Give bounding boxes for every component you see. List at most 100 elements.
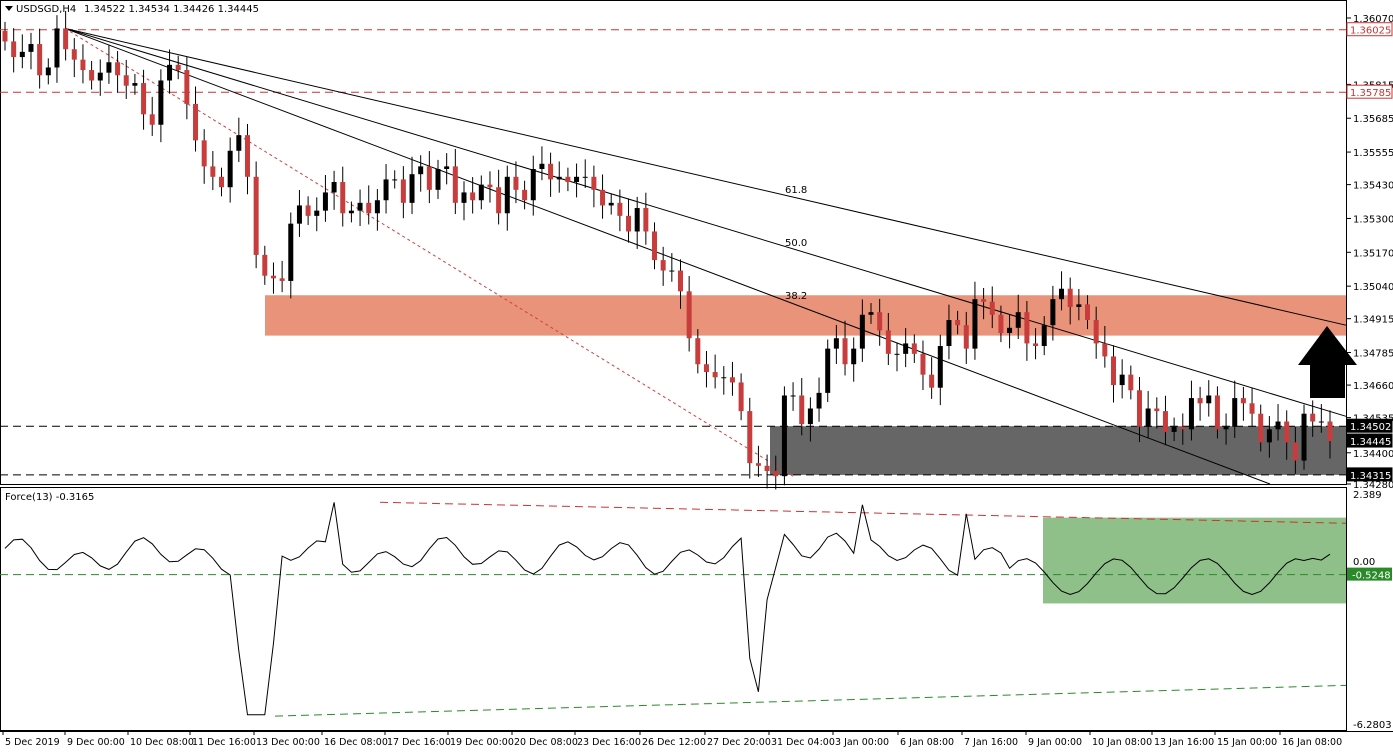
- resistance-zone: [265, 295, 1346, 336]
- time-tick-label: 11 Dec 16:00: [192, 737, 256, 748]
- force-line: [4, 502, 1331, 716]
- candle-body: [123, 75, 129, 86]
- level-tag-bg: [1346, 467, 1393, 482]
- candle-body: [807, 408, 813, 425]
- candle-body: [1085, 304, 1091, 320]
- candle-body: [97, 72, 103, 81]
- candle-body: [288, 223, 294, 281]
- candle-body: [478, 184, 484, 201]
- candle-body: [1162, 411, 1168, 432]
- time-tick-label: 27 Dec 20:00: [707, 737, 771, 748]
- candle-body: [1266, 429, 1272, 443]
- candle-body: [1258, 413, 1264, 443]
- symbol-label: USDSGD,H4: [16, 4, 76, 15]
- fib-label-50: 50.0: [785, 238, 807, 249]
- candle-body: [677, 270, 683, 292]
- candle-body: [357, 202, 363, 211]
- candle-body: [1119, 374, 1125, 386]
- candle-body: [842, 338, 848, 365]
- candle-body: [868, 312, 874, 315]
- candle-body: [1240, 398, 1246, 404]
- candle-body: [738, 382, 744, 412]
- candle-body: [946, 319, 952, 347]
- candle-body: [1041, 325, 1047, 347]
- candle-body: [1180, 426, 1186, 430]
- candle-body: [340, 182, 346, 214]
- candle-body: [608, 202, 614, 206]
- candle-body: [167, 64, 173, 81]
- candle-body: [574, 176, 580, 183]
- candle-body: [28, 44, 34, 52]
- chart-header: USDSGD,H4 1.34522 1.34534 1.34426 1.3444…: [5, 4, 259, 15]
- candle-body: [548, 163, 554, 180]
- candle-body: [1007, 327, 1013, 334]
- time-tick-label: 13 Dec 00:00: [256, 737, 320, 748]
- candle-body: [71, 49, 77, 60]
- candle-body: [929, 374, 935, 388]
- candle-body: [227, 150, 233, 188]
- time-tick-label: 20 Dec 08:00: [514, 737, 578, 748]
- candle-body: [1214, 395, 1220, 430]
- ohlc-label: 1.34522 1.34534 1.34426 1.34445: [84, 4, 259, 15]
- candle-body: [244, 135, 250, 177]
- candle-body: [322, 192, 328, 211]
- level-tag-bg: [1346, 22, 1393, 37]
- level-tag-label: 1.34445: [1350, 437, 1391, 448]
- candle-body: [1110, 356, 1116, 386]
- annotations-layer: 61.8 50.0 38.2: [785, 185, 1357, 398]
- candle-body: [314, 210, 320, 216]
- candle-body: [1327, 421, 1333, 442]
- candle-body: [989, 301, 995, 315]
- candle-body: [1015, 312, 1021, 328]
- candle-body: [1275, 421, 1281, 430]
- candle-body: [634, 208, 640, 232]
- candle-body: [1024, 312, 1030, 344]
- candle-body: [461, 192, 467, 203]
- candle-body: [877, 312, 883, 331]
- force-support-line: [274, 684, 1347, 717]
- candle-body: [643, 208, 649, 232]
- candle-body: [617, 202, 623, 216]
- candle-body: [695, 338, 701, 365]
- candle-body: [106, 62, 112, 73]
- candle-body: [565, 176, 571, 183]
- time-tick-label: 6 Jan 08:00: [900, 737, 954, 748]
- price-tick-label: 1.35040: [1353, 282, 1393, 293]
- time-tick-label: 16 Jan 08:00: [1282, 737, 1342, 748]
- candle-body: [504, 176, 510, 214]
- price-axis: 1.360701.358151.356851.355551.354301.353…: [1346, 14, 1393, 491]
- candles-layer: [2, 10, 1333, 490]
- candle-body: [296, 205, 302, 224]
- candle-body: [972, 299, 978, 349]
- candle-body: [530, 168, 536, 201]
- candle-body: [885, 330, 891, 354]
- candle-body: [1059, 288, 1065, 300]
- price-tick-label: 1.35555: [1353, 148, 1393, 159]
- candle-body: [452, 166, 458, 203]
- candle-body: [755, 463, 761, 466]
- time-tick-label: 5 Dec 2019: [5, 737, 60, 748]
- candle-body: [582, 176, 588, 178]
- force-tick-label: 0.00: [1353, 557, 1375, 568]
- levels-layer: [0, 29, 1346, 476]
- collapse-triangle-icon[interactable]: [5, 6, 13, 11]
- level-tag-label: 1.35785: [1350, 88, 1391, 99]
- force-label: Force(13) -0.3165: [5, 492, 94, 503]
- time-tick-label: 26 Dec 12:00: [642, 737, 706, 748]
- candle-body: [1301, 413, 1307, 461]
- candle-body: [998, 314, 1004, 334]
- candle-body: [54, 28, 60, 68]
- candle-body: [496, 187, 502, 214]
- up-arrow-icon: [1298, 326, 1357, 398]
- force-resistance-line: [379, 501, 1347, 524]
- candle-body: [132, 83, 138, 86]
- candle-body: [383, 179, 389, 201]
- time-tick-label: 10 Dec 08:00: [130, 737, 194, 748]
- candle-body: [1284, 421, 1290, 443]
- time-tick-label: 15 Jan 00:00: [1217, 737, 1277, 748]
- time-tick-label: 10 Jan 08:00: [1092, 737, 1152, 748]
- candle-body: [1067, 288, 1073, 307]
- candle-body: [193, 103, 199, 141]
- candle-body: [825, 348, 831, 393]
- candle-body: [141, 83, 147, 115]
